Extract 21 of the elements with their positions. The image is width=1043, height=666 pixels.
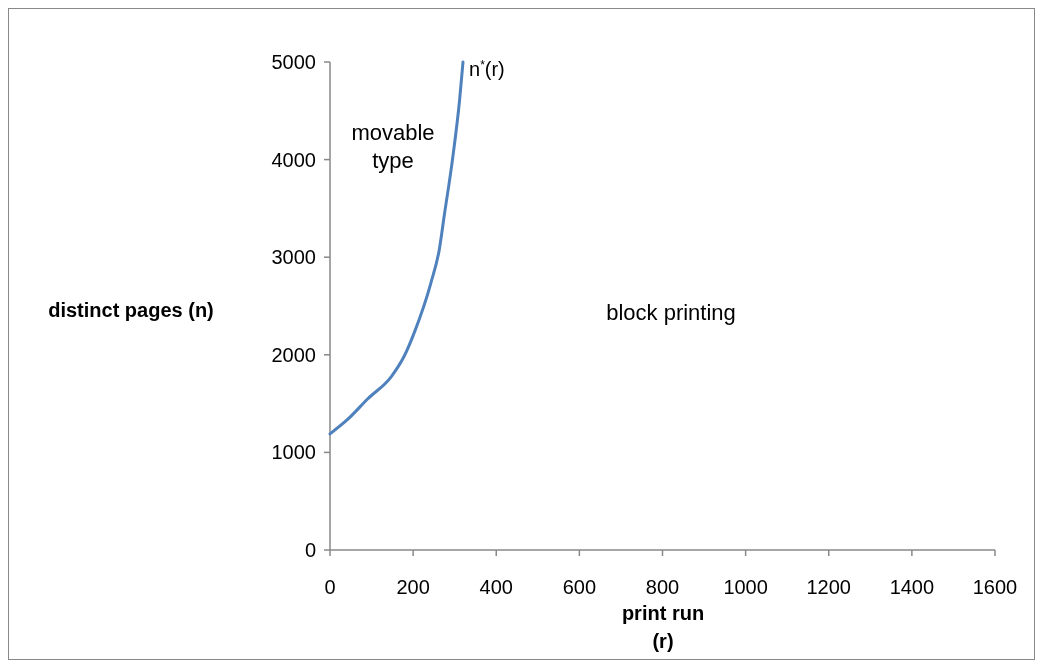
x-tick-label: 400 [479, 576, 513, 598]
y-tick-label: 2000 [271, 343, 316, 366]
annotation: block printing [606, 300, 736, 325]
x-axis-title: print run (r) [621, 602, 705, 652]
y-tick-label: 4000 [271, 148, 316, 171]
x-tick-label: 1200 [806, 576, 851, 598]
y-tick-label: 1000 [271, 441, 316, 464]
y-tick-label: 3000 [271, 246, 316, 269]
x-tick-label: 1600 [972, 576, 1018, 598]
y-axis-title: distinct pages (n) [48, 299, 214, 321]
line-series [328, 60, 465, 436]
x-tick-label: 1400 [889, 576, 935, 598]
y-tick-label: 5000 [271, 51, 316, 73]
x-tick-label: 800 [645, 576, 680, 598]
x-tick-label: 600 [562, 576, 597, 598]
x-tick-label: 200 [396, 576, 430, 598]
annotation: movable type [351, 120, 435, 173]
series-label: n$^{*}$(r) [469, 58, 505, 80]
x-tick-label: 1000 [723, 576, 768, 598]
x-tick-label: 0 [324, 576, 336, 598]
y-tick-label: 0 [304, 539, 316, 561]
